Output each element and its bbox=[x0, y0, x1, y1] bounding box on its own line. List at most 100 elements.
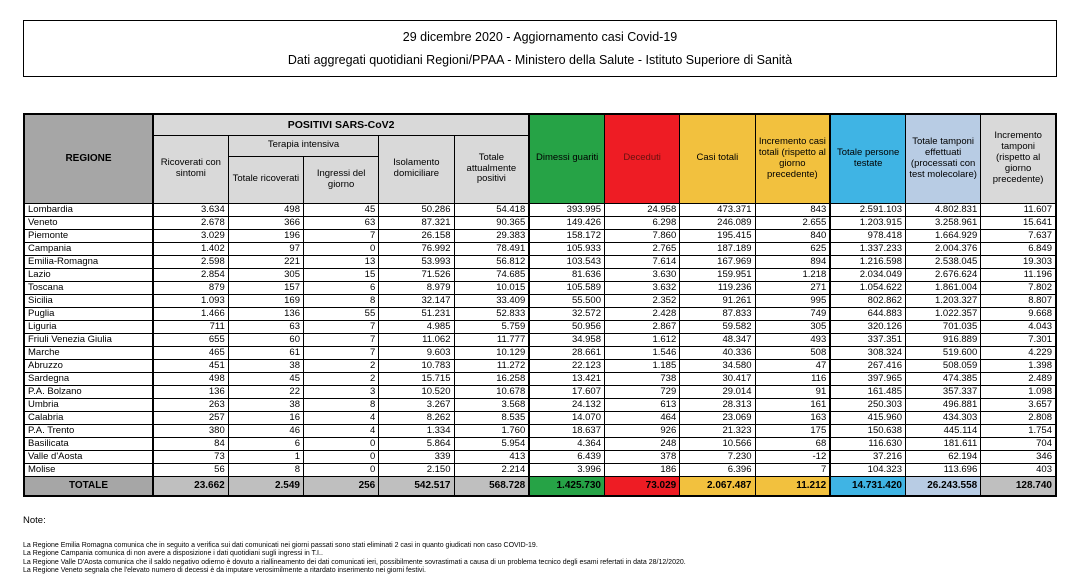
cell-value: 5.954 bbox=[453, 436, 530, 451]
cell-value: 54.418 bbox=[453, 202, 530, 217]
cell-value: 7.860 bbox=[603, 228, 681, 243]
cell-value: 256 bbox=[302, 475, 380, 497]
region-name: Piemonte bbox=[23, 228, 154, 243]
cell-value: 2 bbox=[302, 358, 380, 373]
cell-value: 346 bbox=[980, 449, 1057, 464]
cell-value: 28.661 bbox=[528, 345, 606, 360]
table-row: Umbria 263 38 8 3.267 3.568 24.132 613 28.313 161… bbox=[23, 397, 1057, 412]
cell-value: 32.147 bbox=[378, 293, 455, 308]
cell-value: 2.854 bbox=[152, 267, 229, 282]
cell-value: 33.409 bbox=[453, 293, 530, 308]
totale-row: TOTALE 23.662 2.549 256 542.517 568.728 1.425.… bbox=[23, 475, 1057, 497]
cell-value: 30.417 bbox=[679, 371, 756, 386]
cell-value: -12 bbox=[754, 449, 831, 464]
table-row: Valle d'Aosta 73 1 0 339 413 6.439 378 7.230 -12 3… bbox=[23, 449, 1057, 464]
cell-value: 56.812 bbox=[453, 254, 530, 269]
region-name: Valle d'Aosta bbox=[23, 449, 154, 464]
cell-value: 2.150 bbox=[378, 462, 455, 477]
cell-value: 6.849 bbox=[980, 241, 1057, 256]
header-deceduti: Deceduti bbox=[603, 113, 681, 204]
cell-value: 105.589 bbox=[528, 280, 606, 295]
cell-value: 161.485 bbox=[829, 384, 907, 399]
cell-value: 91.261 bbox=[679, 293, 756, 308]
cell-value: 11.062 bbox=[378, 332, 455, 347]
cell-value: 2.678 bbox=[152, 215, 229, 230]
cell-value: 2 bbox=[302, 371, 380, 386]
cell-value: 625 bbox=[754, 241, 831, 256]
cell-value: 8.535 bbox=[453, 410, 530, 425]
cell-value: 7 bbox=[302, 345, 380, 360]
cell-value: 5.864 bbox=[378, 436, 455, 451]
cell-value: 11.272 bbox=[453, 358, 530, 373]
cell-value: 11.777 bbox=[453, 332, 530, 347]
cell-value: 8 bbox=[227, 462, 305, 477]
cell-value: 7.230 bbox=[679, 449, 756, 464]
cell-value: 158.172 bbox=[528, 228, 606, 243]
cell-value: 3.568 bbox=[453, 397, 530, 412]
cell-value: 1.398 bbox=[980, 358, 1057, 373]
cell-value: 10.129 bbox=[453, 345, 530, 360]
note-line: La Regione Valle D'Aosta comunica che il… bbox=[23, 558, 686, 566]
cell-value: 613 bbox=[603, 397, 681, 412]
cell-value: 7 bbox=[754, 462, 831, 477]
table-header: REGIONE POSITIVI SARS-CoV2 Dimessi guari… bbox=[23, 113, 1057, 204]
cell-value: 6.396 bbox=[679, 462, 756, 477]
table-row: Abruzzo 451 38 2 10.783 11.272 22.123 1.185 34.5… bbox=[23, 358, 1057, 373]
cell-value: 163 bbox=[754, 410, 831, 425]
cell-value: 493 bbox=[754, 332, 831, 347]
cell-value: 2.591.103 bbox=[829, 202, 907, 217]
cell-value: 248 bbox=[603, 436, 681, 451]
cell-value: 2.067.487 bbox=[679, 475, 756, 497]
cell-value: 257 bbox=[152, 410, 229, 425]
cell-value: 6 bbox=[302, 280, 380, 295]
cell-value: 16 bbox=[227, 410, 305, 425]
cell-value: 2.214 bbox=[453, 462, 530, 477]
header-attualmente-positivi: Totale attualmente positivi bbox=[453, 134, 530, 204]
cell-value: 926 bbox=[603, 423, 681, 438]
cell-value: 103.543 bbox=[528, 254, 606, 269]
cell-value: 357.337 bbox=[904, 384, 982, 399]
title-line-1: 29 dicembre 2020 - Aggiornamento casi Co… bbox=[402, 30, 678, 44]
cell-value: 1.203.327 bbox=[904, 293, 982, 308]
cell-value: 978.418 bbox=[829, 228, 907, 243]
cell-value: 7.614 bbox=[603, 254, 681, 269]
cell-value: 19.303 bbox=[980, 254, 1057, 269]
cell-value: 271 bbox=[754, 280, 831, 295]
cell-value: 63 bbox=[302, 215, 380, 230]
cell-value: 84 bbox=[152, 436, 229, 451]
cell-value: 150.638 bbox=[829, 423, 907, 438]
cell-value: 47 bbox=[754, 358, 831, 373]
cell-value: 21.323 bbox=[679, 423, 756, 438]
cell-value: 1.861.004 bbox=[904, 280, 982, 295]
table-row: Calabria 257 16 4 8.262 8.535 14.070 464 23.069 1… bbox=[23, 410, 1057, 425]
cell-value: 52.833 bbox=[453, 306, 530, 321]
cell-value: 339 bbox=[378, 449, 455, 464]
cell-value: 34.580 bbox=[679, 358, 756, 373]
cell-value: 81.636 bbox=[528, 267, 606, 282]
cell-value: 4.043 bbox=[980, 319, 1057, 334]
cell-value: 157 bbox=[227, 280, 305, 295]
cell-value: 26.158 bbox=[378, 228, 455, 243]
cell-value: 393.995 bbox=[528, 202, 606, 217]
cell-value: 10.783 bbox=[378, 358, 455, 373]
cell-value: 2.034.049 bbox=[829, 267, 907, 282]
cell-value: 29.014 bbox=[679, 384, 756, 399]
cell-value: 738 bbox=[603, 371, 681, 386]
cell-value: 0 bbox=[302, 462, 380, 477]
cell-value: 916.889 bbox=[904, 332, 982, 347]
note-line: La Regione Veneto segnala che l'elevato … bbox=[23, 567, 426, 575]
cell-value: 1.093 bbox=[152, 293, 229, 308]
table-row: Lazio 2.854 305 15 71.526 74.685 81.636 3.630 15… bbox=[23, 267, 1057, 282]
cell-value: 4.802.831 bbox=[904, 202, 982, 217]
header-ricoverati-sintomi: Ricoverati con sintomi bbox=[152, 134, 229, 204]
cell-value: 4.229 bbox=[980, 345, 1057, 360]
cell-value: 1.760 bbox=[453, 423, 530, 438]
cell-value: 186 bbox=[603, 462, 681, 477]
header-isolamento-domiciliare: Isolamento domiciliare bbox=[378, 134, 455, 204]
cell-value: 48.347 bbox=[679, 332, 756, 347]
cell-value: 1.218 bbox=[754, 267, 831, 282]
cell-value: 8 bbox=[302, 397, 380, 412]
cell-value: 403 bbox=[980, 462, 1057, 477]
cell-value: 24.958 bbox=[603, 202, 681, 217]
